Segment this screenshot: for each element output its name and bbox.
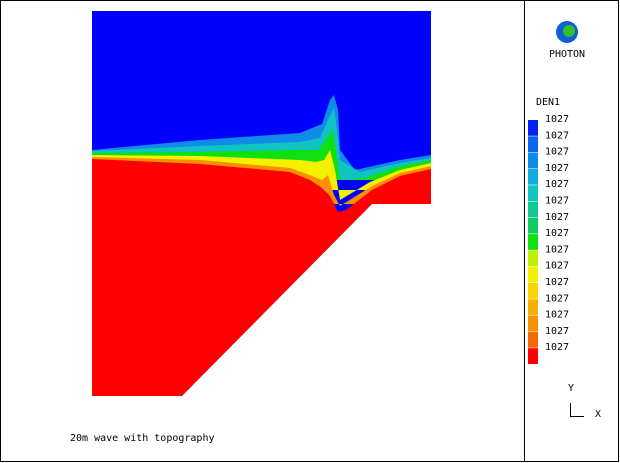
legend-label: 1027 [545, 293, 569, 304]
legend-label: 1027 [545, 261, 569, 272]
legend-label: 1027 [545, 196, 569, 207]
legend-label: 1027 [545, 244, 569, 255]
legend-swatch [528, 201, 538, 218]
legend-label: 1027 [545, 130, 569, 141]
legend-label: 1027 [545, 212, 569, 223]
legend-swatch [528, 250, 538, 267]
legend-label: 1027 [545, 114, 569, 125]
axis-glyph: Y X [568, 383, 601, 420]
legend-swatch [528, 283, 538, 299]
legend-label: 1027 [545, 277, 569, 288]
contour-plot [92, 11, 431, 396]
legend-swatch [528, 315, 538, 332]
legend-swatch [528, 266, 538, 283]
legend-swatch [528, 152, 538, 169]
legend-variable: DEN1 [536, 97, 560, 108]
legend-swatch [528, 136, 538, 153]
logo-mark [563, 25, 575, 37]
legend-swatch [528, 348, 538, 364]
legend-swatch [528, 331, 538, 348]
topography [182, 204, 431, 396]
legend-label: 1027 [545, 326, 569, 337]
y-axis-label: Y [568, 383, 574, 394]
x-axis-label: X [595, 409, 601, 420]
caption: 20m wave with topography [70, 433, 215, 444]
legend-swatch [528, 299, 538, 316]
logo-title: PHOTON [549, 49, 585, 60]
legend: 1027 1027 1027 1027 1027 1027 1027 1027 1027 1027… [528, 114, 569, 364]
legend-label: 1027 [545, 179, 569, 190]
legend-swatch [528, 185, 538, 201]
legend-swatch [528, 168, 538, 185]
legend-swatch [528, 120, 538, 136]
legend-label: 1027 [545, 342, 569, 353]
legend-swatch [528, 234, 538, 250]
lower-region [92, 159, 431, 396]
logo: PHOTON [549, 21, 585, 60]
legend-swatch [528, 217, 538, 234]
legend-label: 1027 [545, 163, 569, 174]
legend-label: 1027 [545, 147, 569, 158]
legend-label: 1027 [545, 228, 569, 239]
legend-label: 1027 [545, 310, 569, 321]
